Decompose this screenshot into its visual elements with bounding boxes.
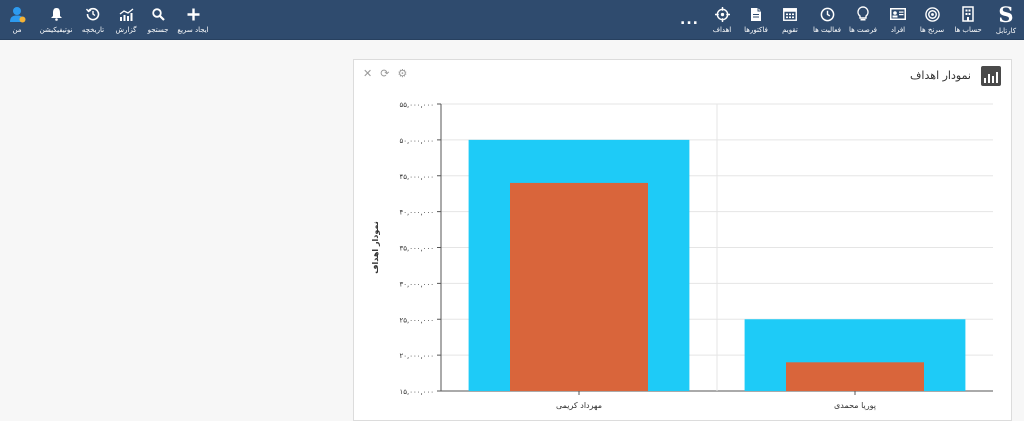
y-tick-label: ۵۵,۰۰۰,۰۰۰ [399,101,434,109]
nav-label: اهداف [712,25,732,34]
nav-label: تقویم [782,25,798,34]
nav-label: افراد [890,25,906,34]
calendar-icon [783,6,797,23]
refresh-icon[interactable]: ⟳ [380,67,390,80]
chart-icon [119,6,134,23]
user-avatar-icon [9,6,26,23]
plus-icon [187,6,200,23]
nav-label: من [12,25,22,34]
nav-label: فاکتورها [744,25,768,34]
report-button[interactable]: گزارش [113,0,139,39]
gear-icon[interactable]: ⚙ [397,67,408,80]
nav-label: فرصت ها [848,25,878,34]
nav-label: سرنخ ها [919,25,945,34]
nav-label: جستجو [147,25,169,34]
nav-item-people[interactable]: افراد [885,0,911,39]
nav-item-calendar[interactable]: تقویم [777,0,803,39]
nav-item-goals[interactable]: اهداف [708,0,736,39]
bar-chart-icon [981,66,1001,86]
y-tick-label: ۲۰,۰۰۰,۰۰۰ [399,352,434,360]
goals-chart-widget: ✕ ⟳ ⚙ نمودار اهداف ۱۵,۰۰۰,۰۰۰ ۲۰,۰۰۰,۰۰۰ ۲… [353,59,1012,421]
target-icon [924,6,940,23]
nav-item-invoices[interactable]: فاکتورها [738,0,774,39]
nav-label: ایجاد سریع [177,25,209,34]
y-axis-label: نمودار اهداف [371,221,380,274]
nav-label: نوتیفیکیشن [39,25,73,34]
bar [510,182,648,391]
bell-icon [50,6,63,23]
x-tick-label: پوریا محمدی [834,401,876,410]
close-icon[interactable]: ✕ [363,67,373,80]
bar [786,362,924,391]
nav-label: حساب ها [954,25,982,34]
brand-logo[interactable]: S کارتابل [988,0,1024,39]
quick-create-button[interactable]: ایجاد سریع [176,0,210,39]
y-tick-label: ۳۰,۰۰۰,۰۰۰ [399,280,434,288]
document-icon [750,6,762,23]
y-tick-label: ۱۵,۰۰۰,۰۰۰ [399,388,434,396]
top-navigation-bar: S کارتابل حساب ها سرنخ ها افراد فرصت ها … [0,0,1024,40]
lightbulb-icon [857,6,869,23]
widget-toolbar: ✕ ⟳ ⚙ [363,67,407,80]
contact-card-icon [890,6,906,23]
nav-item-opportunities[interactable]: فرصت ها [847,0,879,39]
y-tick-label: ۴۵,۰۰۰,۰۰۰ [399,173,434,181]
y-tick-label: ۳۵,۰۰۰,۰۰۰ [399,245,434,253]
user-menu-button[interactable]: من [4,0,30,39]
nav-label: تاریخچه [81,25,105,34]
building-icon [962,6,974,23]
y-tick-label: ۴۰,۰۰۰,۰۰۰ [399,209,434,217]
search-icon [151,6,165,23]
goals-bar-chart: ۱۵,۰۰۰,۰۰۰ ۲۰,۰۰۰,۰۰۰ ۲۵,۰۰۰,۰۰۰ ۳۰,۰۰۰,۰۰۰… [371,101,993,410]
y-tick-label: ۵۰,۰۰۰,۰۰۰ [399,137,434,145]
clock-icon [820,6,835,23]
history-button[interactable]: تاریخچه [79,0,107,39]
nav-label: گزارش [115,25,137,34]
more-menu-button[interactable]: ... [680,12,699,28]
nav-label: فعالیت ها [812,25,842,34]
brand-letter: S [998,2,1014,27]
y-tick-label: ۲۵,۰۰۰,۰۰۰ [399,316,434,324]
history-icon [86,6,100,23]
widget-title: نمودار اهداف [910,69,971,82]
x-tick-label: مهرداد کریمی [556,401,602,410]
search-button[interactable]: جستجو [145,0,171,39]
nav-item-accounts[interactable]: حساب ها [953,0,983,39]
crosshair-icon [714,6,730,23]
notifications-button[interactable]: نوتیفیکیشن [37,0,75,39]
nav-item-activities[interactable]: فعالیت ها [810,0,844,39]
nav-item-leads[interactable]: سرنخ ها [917,0,947,39]
brand-label: کارتابل [995,27,1017,35]
